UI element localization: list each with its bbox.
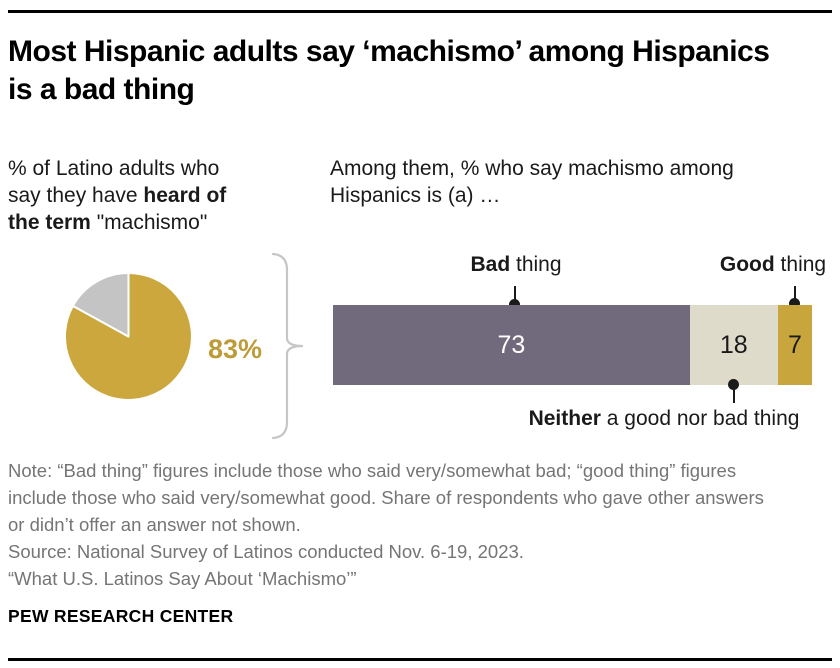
pie-chart-caption: % of Latino adults who say they have hea… [8, 155, 288, 236]
pie-caption-line3-bold: the term [8, 211, 91, 234]
bar-value-good: 7 [787, 330, 802, 359]
bar-segment-neither: 18 [689, 305, 778, 385]
pie-caption-line3-regular: "machismo" [90, 211, 208, 234]
title-line-2: is a bad thing [8, 73, 195, 106]
bar-chart-caption: Among them, % who say machismo among His… [330, 155, 810, 209]
bar-label-good: Good thing [720, 251, 826, 278]
bar-caption-line1: Among them, % who say machismo among [330, 157, 734, 180]
pie-caption-line2-regular: say they have [8, 184, 144, 207]
pie-chart [63, 271, 194, 402]
top-rule [8, 10, 832, 13]
stacked-bar: 73 18 7 [333, 305, 813, 385]
bar-label-neither-rest: a good nor bad thing [600, 407, 800, 430]
note-line-2: include those who said very/somewhat goo… [8, 487, 764, 508]
report-title-line: “What U.S. Latinos Say About ‘Machismo’” [8, 568, 357, 589]
pie-caption-line2-bold: heard of [143, 184, 227, 207]
pew-research-center-wordmark: PEW RESEARCH CENTER [8, 606, 234, 626]
neither-pointer-line [733, 388, 735, 403]
bar-segment-bad: 73 [333, 305, 690, 385]
bar-label-bad-bold: Bad [470, 253, 511, 276]
neither-pointer-dot [728, 379, 739, 390]
title-line-1: Most Hispanic adults say ‘machismo’ amon… [8, 35, 770, 68]
bar-label-good-rest: thing [774, 253, 827, 276]
curly-brace-svg [271, 252, 304, 440]
bar-label-neither-bold: Neither [528, 407, 601, 430]
bar-label-bad-rest: thing [510, 253, 562, 276]
bad-pointer-line [514, 286, 516, 300]
bar-label-good-bold: Good [719, 253, 775, 276]
bar-caption-line2: Hispanics is (a) … [330, 184, 501, 207]
pie-value-label: 83% [208, 334, 263, 364]
bottom-rule [8, 658, 832, 661]
bar-label-bad: Bad thing [470, 251, 561, 278]
pie-caption-line1: % of Latino adults who [8, 157, 220, 180]
bad-pointer-dot [509, 299, 520, 310]
bar-label-neither: Neither a good nor bad thing [529, 405, 800, 432]
curly-brace-path [271, 252, 304, 440]
good-pointer-line [794, 286, 796, 299]
source-line: Source: National Survey of Latinos condu… [8, 541, 524, 562]
pie-slice-residual [71, 272, 130, 338]
bar-segment-good: 7 [777, 305, 813, 385]
note-line-1: Note: “Bad thing” figures include those … [8, 460, 737, 481]
curly-brace-connector [268, 250, 308, 442]
bar-value-neither: 18 [719, 330, 748, 359]
note-line-3: or didn’t offer an answer not shown. [8, 514, 301, 535]
page-title: Most Hispanic adults say ‘machismo’ amon… [8, 33, 840, 109]
pie-chart-svg [63, 272, 193, 401]
footnotes: Note: “Bad thing” figures include those … [8, 457, 840, 592]
bar-value-bad: 73 [497, 330, 526, 359]
good-pointer-dot [789, 298, 800, 309]
